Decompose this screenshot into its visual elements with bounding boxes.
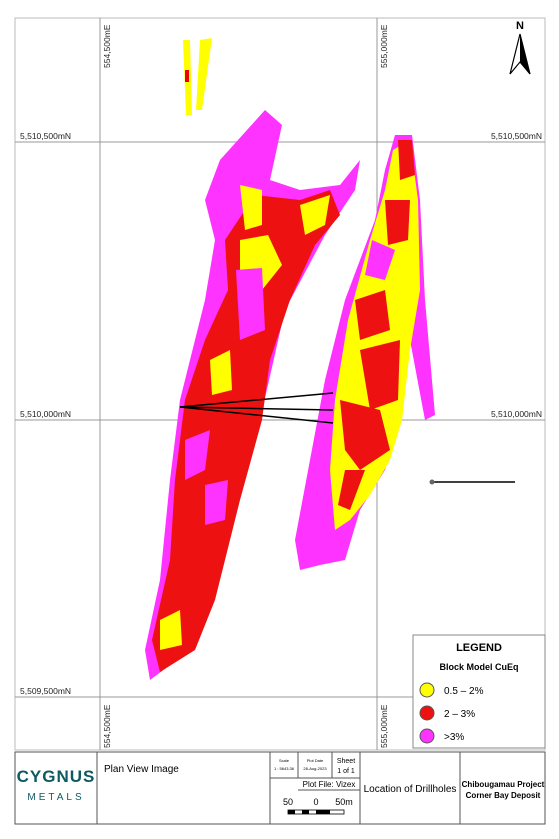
view-title: Plan View Image: [104, 764, 179, 775]
drillhole: [179, 406, 334, 424]
project: Chibougamau Project: [462, 780, 545, 789]
ore-zone: [185, 70, 189, 82]
scale-bar: [287, 809, 345, 815]
drillholes: [179, 392, 334, 424]
grid-label: 5,510,500mN: [491, 131, 542, 141]
grid-label: 5,510,500mN: [20, 131, 71, 141]
logo: METALS: [27, 792, 84, 803]
drillhole: [179, 392, 334, 408]
deposit: Corner Bay Deposit: [466, 791, 541, 800]
sheet-value: 1 of 1: [337, 768, 355, 775]
description: Location of Drillholes: [364, 784, 457, 795]
scale-bar-label: 50m: [335, 797, 353, 807]
grid-label: 5,510,000mN: [20, 409, 71, 419]
scale-bar-label: 50: [283, 797, 293, 807]
plot-date-label: Plot Date: [307, 758, 324, 763]
north-label: N: [516, 20, 524, 32]
legend-swatch: [419, 682, 435, 698]
grid-label: 555,000mE: [379, 24, 389, 68]
legend-title: LEGEND: [456, 642, 502, 654]
legend-label: 2 – 3%: [444, 709, 475, 720]
ore-zone: [152, 190, 340, 672]
ore-zone: [185, 430, 210, 480]
drillhole: [179, 406, 334, 411]
ore-zone: [300, 195, 330, 235]
ore-zone: [338, 470, 365, 510]
scale-bar-segment: [288, 810, 295, 814]
logo: CYGNUS: [17, 767, 96, 786]
ore-zone: [340, 400, 390, 470]
grid-label: 555,000mE: [379, 704, 389, 748]
plot-file: Plot File: Vizex: [303, 780, 356, 789]
ore-zone: [360, 340, 400, 410]
ore-zone: [355, 290, 390, 340]
collar: [429, 479, 435, 485]
title-block-frame: [14, 751, 546, 825]
title-block: [14, 751, 546, 825]
scale-bar-segment: [302, 810, 309, 814]
scale-label: Scale: [279, 758, 290, 763]
scale-value: 1 : 5643.36: [274, 766, 295, 771]
ore-zone: [365, 240, 395, 280]
ore-zone: [236, 268, 265, 340]
ore-zone: [385, 200, 410, 245]
ore-zone: [210, 350, 232, 395]
scale-bar-segment: [316, 810, 330, 814]
grid-label: 5,509,500mN: [20, 686, 71, 696]
map-frame: [14, 17, 546, 751]
ore-zone: [160, 610, 182, 650]
legend-box: [412, 634, 546, 749]
grid-label: 554,500mE: [102, 704, 112, 748]
legend-label: 0.5 – 2%: [444, 686, 484, 697]
plot-date: 28-Aug-2023: [303, 766, 327, 771]
legend-swatch: [419, 705, 435, 721]
legend-label: >3%: [444, 732, 464, 743]
ore-zone: [240, 185, 262, 230]
scale-bar-label: 0: [313, 797, 318, 807]
ore-zone: [205, 480, 228, 525]
grid-label: 554,500mE: [102, 24, 112, 68]
grid-label: 5,510,000mN: [491, 409, 542, 419]
legend-subtitle: Block Model CuEq: [439, 662, 518, 672]
ore-zone: [398, 140, 415, 180]
legend-swatch: [419, 728, 435, 744]
north-arrow-fill: [520, 34, 530, 74]
sheet-label: Sheet: [337, 758, 355, 765]
ore-zone: [196, 38, 212, 110]
